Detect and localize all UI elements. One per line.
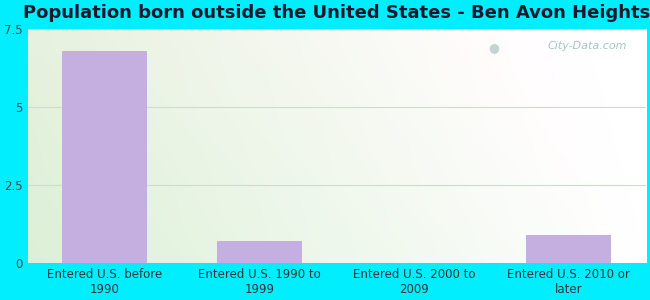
Bar [62,51,148,263]
Text: City-Data.com: City-Data.com [548,41,627,51]
Bar [526,235,611,263]
Bar [217,241,302,263]
Text: ●: ● [488,41,499,54]
Title: Population born outside the United States - Ben Avon Heights: Population born outside the United State… [23,4,650,22]
